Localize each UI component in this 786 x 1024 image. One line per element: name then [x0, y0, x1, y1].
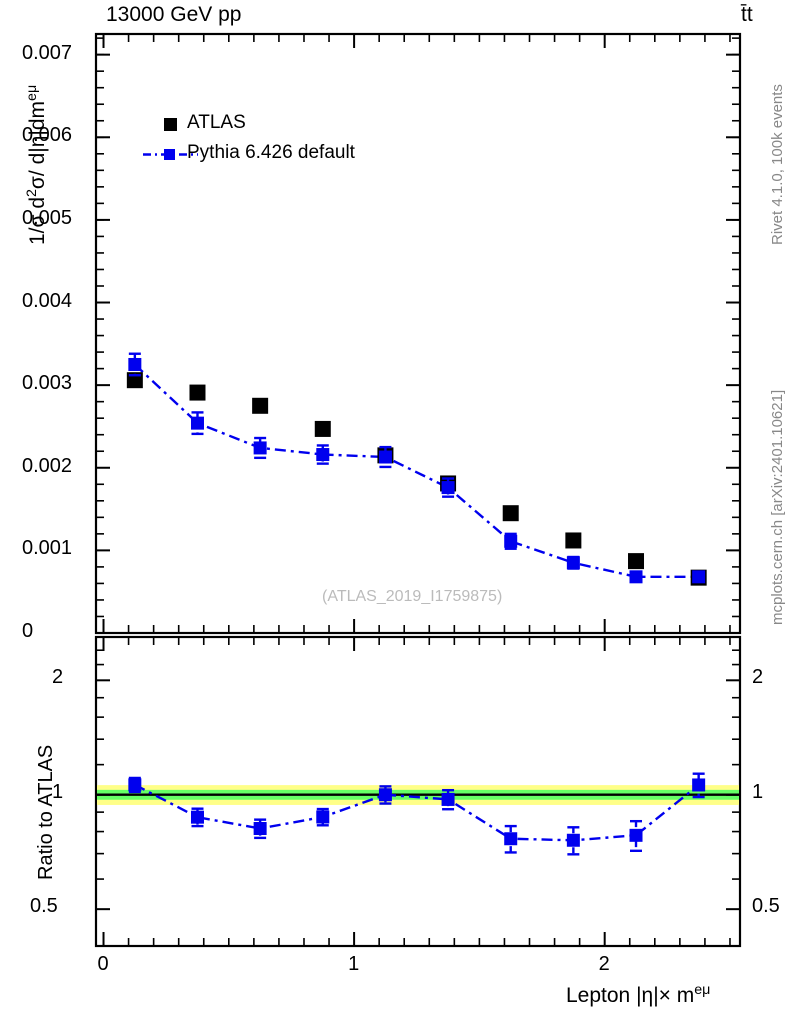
mc-line-main — [133, 363, 699, 578]
ratio-marker — [190, 810, 204, 824]
main-ytick-label-6: 0.001 — [22, 537, 73, 560]
mc-marker — [316, 448, 330, 462]
legend-item-pythia: Pythia 6.426 default — [143, 140, 443, 170]
mc-marker — [629, 570, 643, 584]
mc-marker — [692, 570, 706, 584]
main-ytick-label-7: 0 — [22, 620, 34, 642]
header-right-label: t̄t — [741, 3, 753, 26]
ratio-frame — [94, 635, 742, 948]
legend: ATLAS Pythia 6.426 default — [143, 110, 443, 170]
ratio-marker — [566, 833, 580, 847]
ratio-panel — [94, 635, 742, 948]
legend-label-atlas: ATLAS — [187, 112, 246, 133]
ratio-marker — [378, 788, 392, 802]
main-ytick-label-5: 0.002 — [22, 454, 73, 477]
mc-marker — [253, 441, 267, 455]
ratio-marker — [629, 828, 643, 842]
atlas-marker — [502, 505, 519, 522]
main-ytick-label-3: 0.004 — [22, 289, 73, 312]
ratio-ytick-label-1: 1 — [52, 780, 64, 803]
ratio-marker — [316, 810, 330, 824]
mc-marker — [441, 481, 455, 495]
atlas-marker — [252, 397, 269, 414]
legend-item-atlas: ATLAS — [143, 110, 443, 140]
mc-marker — [128, 357, 142, 371]
main-ytick-label-1: 0.006 — [22, 124, 73, 147]
atlas-marker — [628, 553, 645, 570]
main-ytick-label-4: 0.003 — [22, 372, 73, 395]
main-ytick-label-0: 0.007 — [22, 41, 73, 64]
ratio-marker — [692, 778, 706, 792]
watermark-label: (ATLAS_2019_I1759875) — [322, 588, 503, 605]
header-left-label: 13000 GeV pp — [106, 3, 242, 26]
xaxis-title-main: Lepton |η|× m — [566, 984, 695, 1007]
main-frame — [94, 32, 742, 635]
legend-marker-atlas — [164, 118, 177, 131]
mc-marker — [378, 450, 392, 464]
ratio-marker — [253, 822, 267, 836]
ratio-ytick-label-right-0: 2 — [752, 666, 764, 689]
mc-line-ratio — [134, 783, 700, 842]
xaxis-title: Lepton |η|× meμ — [566, 982, 710, 1008]
legend-marker-pythia — [143, 149, 198, 160]
ratio-marker — [128, 778, 142, 792]
ratio-ytick-label-right-2: 0.5 — [752, 895, 780, 918]
xtick-label-1: 1 — [348, 953, 360, 975]
ratio-marker — [504, 832, 518, 846]
xtick-label-0: 0 — [97, 953, 109, 975]
ratio-marker — [441, 792, 455, 806]
main-ytick-label-2: 0.005 — [22, 206, 73, 229]
mc-marker — [190, 416, 204, 430]
atlas-marker — [314, 420, 331, 437]
xtick-label-2: 2 — [598, 953, 610, 975]
mc-marker — [504, 534, 518, 548]
mc-marker — [566, 556, 580, 570]
ratio-ytick-label-right-1: 1 — [752, 780, 764, 803]
ratio-ytick-label-2: 0.5 — [30, 895, 58, 918]
xaxis-title-sup: eμ — [694, 982, 711, 998]
legend-label-pythia: Pythia 6.426 default — [187, 142, 355, 163]
atlas-marker — [565, 532, 582, 549]
ratio-ytick-label-0: 2 — [52, 666, 64, 689]
atlas-marker — [189, 384, 206, 401]
main-panel — [94, 32, 742, 635]
